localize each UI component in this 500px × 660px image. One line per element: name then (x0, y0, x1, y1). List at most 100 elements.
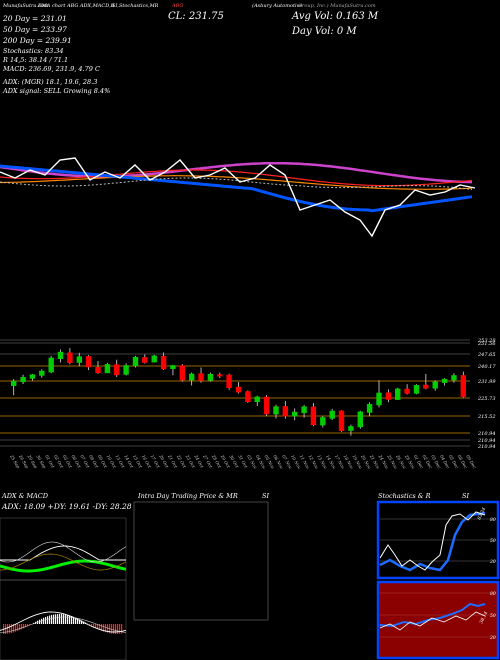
candle-up (301, 406, 307, 414)
candle-down (460, 375, 467, 397)
candle-up (376, 392, 382, 406)
macd-histogram-bar (11, 624, 13, 633)
date-label: 16 Oct (141, 454, 153, 469)
macd-histogram-bar (7, 624, 9, 634)
price-axis-label: 225.73 (477, 396, 496, 402)
adx-line: ADX: (MGR) 18.1, 19.6, 28.3 (3, 78, 98, 86)
candle-up (11, 380, 17, 386)
candle-down (179, 365, 186, 381)
price-axis-label: 251.56 (477, 341, 496, 347)
macd-histogram-bar (71, 616, 73, 625)
candle-up (292, 411, 298, 417)
date-label: 03 Oct (62, 454, 74, 469)
macd-histogram-bar (59, 614, 61, 625)
candle-up (432, 381, 438, 389)
candle-up (170, 365, 176, 370)
macd-histogram-bar (103, 624, 105, 632)
candle-down (226, 374, 232, 389)
macd-histogram-bar (57, 614, 59, 624)
macd-histogram-bar (43, 617, 45, 625)
candle-up (273, 406, 279, 415)
candle-down (235, 386, 242, 393)
macd-histogram-bar (91, 624, 93, 626)
stoch-d-line (379, 511, 486, 571)
macd-histogram-bar (77, 618, 79, 624)
adx-macd-panel (0, 517, 127, 660)
candle-up (39, 370, 45, 376)
candle-up (104, 364, 111, 374)
rsi-level-label: 20 (489, 635, 496, 641)
price-zigzag-line (0, 157, 476, 238)
stoch-rsi-panel (376, 500, 500, 660)
date-label: 06 Oct (71, 454, 83, 469)
company-label: (Asbury Automotive (252, 3, 303, 9)
stoch-panel-title: Stochastics & R (378, 492, 431, 500)
extra-label: Group, Inc.) MunafaSutra.com (298, 3, 376, 9)
candle-up (413, 385, 420, 394)
close-label: CL: 231.75 (168, 11, 224, 22)
adx-panel-title: ADX & MACD (2, 492, 48, 500)
candle-up (207, 373, 214, 381)
price-axis-label: 247.65 (477, 352, 496, 358)
rsi-blue-line (379, 602, 486, 628)
macd-histogram-bar (49, 615, 51, 624)
macd-histogram-bar (53, 614, 55, 625)
candle-up (151, 355, 157, 363)
rsi-frame (376, 580, 500, 660)
candle-down (423, 384, 429, 389)
macd-histogram-bar (95, 624, 97, 628)
macd-histogram-bar (47, 616, 49, 625)
macd-histogram-bar (9, 624, 11, 634)
stoch-panel-si: SI (462, 492, 470, 500)
candle-down (310, 406, 317, 426)
macd-histogram-bar (63, 614, 65, 625)
macd-histogram-bar (67, 614, 69, 625)
macd-histogram-bar (13, 624, 15, 633)
date-label: 10 Oct (106, 454, 118, 469)
candle-up (348, 426, 354, 431)
ema-dotted-line (0, 177, 473, 190)
macd-histogram-bar (101, 624, 103, 631)
ema-50-line: 50 Day = 233.97 (3, 25, 67, 34)
macd-histogram-bar (97, 624, 99, 629)
macd-histogram-bar (111, 624, 113, 634)
macd-histogram-bar (93, 624, 95, 627)
macd-histogram-bar (79, 619, 81, 625)
candle-up (254, 396, 260, 403)
candle-up (357, 411, 364, 428)
ema-red-line (0, 169, 473, 187)
price-axis-label: 210.94 (477, 444, 496, 450)
rsi-end-label: 38.14 (478, 611, 489, 625)
avg-vol-label: Avg Vol: 0.163 M (292, 11, 379, 22)
date-label: 08 Oct (88, 454, 100, 469)
price-axis-label: 240.17 (477, 364, 496, 370)
macd-histogram-bar (55, 614, 57, 624)
macd-line (0, 611, 127, 633)
stoch-level-label: 20 (489, 559, 496, 565)
adx-signal: ADX signal: SELL Growing 8.4% (3, 87, 111, 95)
intra-day-frame (133, 501, 269, 621)
candle-up (189, 373, 195, 381)
macd-histogram-bar (117, 624, 119, 634)
macd-histogram-bar (15, 624, 17, 632)
rsi-level-label: 80 (490, 591, 496, 597)
macd-histogram-bar (73, 616, 75, 624)
candle-up (395, 388, 401, 400)
date-label: 01 Oct (44, 454, 56, 469)
macd-histogram-bar (89, 624, 91, 625)
macd-signal-line (0, 616, 127, 634)
candle-up (20, 377, 26, 383)
candle-up (320, 417, 326, 426)
stoch-k-line (379, 511, 486, 572)
stochastics-detail: R 14,5: 38.14 / 71.1 (3, 56, 69, 64)
date-label: 13 Oct (114, 454, 126, 469)
candle-up (57, 351, 64, 359)
macd-histogram-bar (81, 620, 83, 625)
rsi-white-line (379, 611, 486, 631)
ema-20-line: 20 Day = 231.01 (3, 14, 67, 23)
date-label: 30 Sep (35, 454, 47, 469)
macd-histogram-bar (25, 624, 27, 628)
macd-histogram-bar (21, 624, 23, 630)
ema-200-line: 200 Day = 239.91 (3, 36, 72, 45)
